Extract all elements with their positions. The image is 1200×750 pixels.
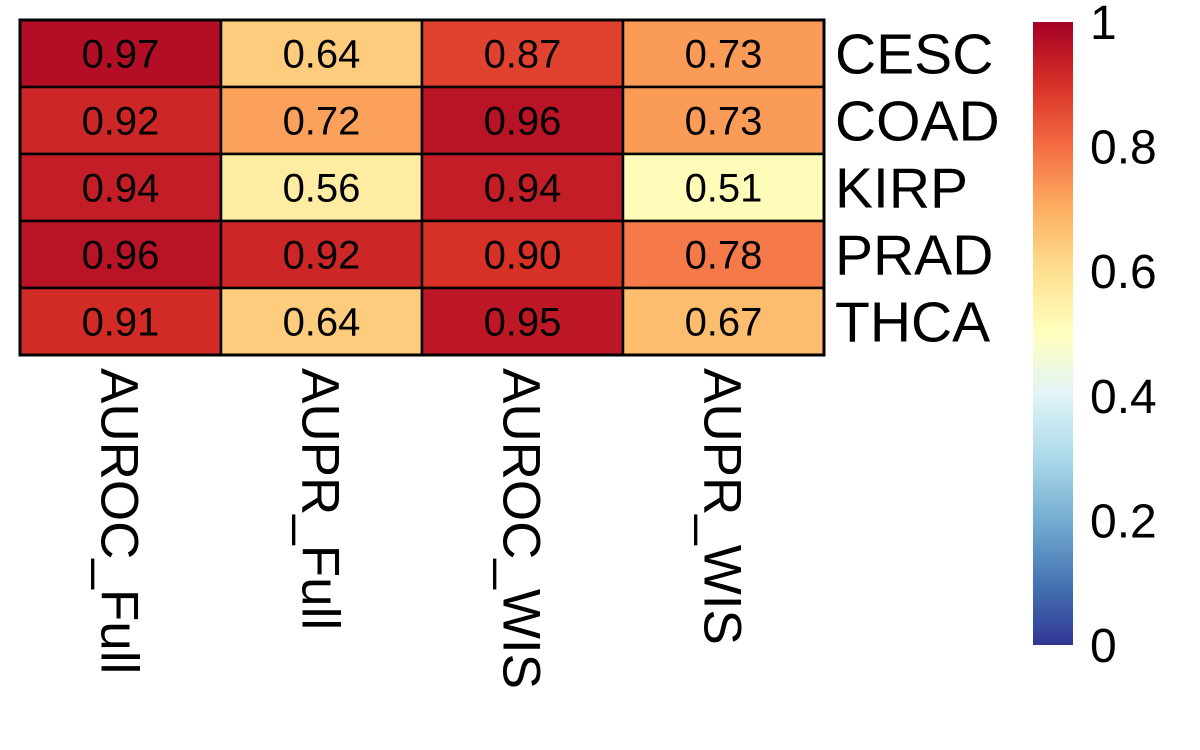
cell-value-label: 0.91 [82, 301, 160, 345]
cell-value-label: 0.90 [484, 234, 562, 278]
cell-value-label: 0.96 [82, 234, 160, 278]
cell-value-label: 0.92 [283, 234, 361, 278]
row-label: COAD [835, 90, 1000, 154]
column-labels: AUROC_Full AUPR_Full AUROC_WIS AUPR_WIS [90, 368, 752, 689]
column-label: AUROC_Full [90, 368, 149, 674]
heatmap-cell [621, 286, 826, 357]
heatmap-cell [621, 219, 826, 290]
heatmap-cell [219, 219, 424, 290]
cell-value-label: 0.73 [685, 33, 763, 77]
cell-value-label: 0.96 [484, 100, 562, 144]
cell-value-label: 0.64 [283, 301, 361, 345]
heatmap-cell [219, 18, 424, 89]
color-scale-tick-label: 0 [1090, 620, 1117, 673]
cell-value-label: 0.94 [82, 167, 160, 211]
heatmap-cell [420, 286, 625, 357]
heatmap-cell [621, 152, 826, 223]
row-label: PRAD [835, 224, 993, 288]
row-label: THCA [835, 291, 990, 355]
cell-value-label: 0.72 [283, 100, 361, 144]
color-scale-tick-label: 0.6 [1090, 246, 1157, 299]
color-scale-bar [1033, 22, 1073, 645]
heatmap-cell [219, 85, 424, 156]
color-scale-tick-label: 0.4 [1090, 371, 1157, 424]
cell-value-label: 0.64 [283, 33, 361, 77]
cell-value-label: 0.56 [283, 167, 361, 211]
cell-value-label: 0.51 [685, 167, 763, 211]
heatmap-cell [219, 286, 424, 357]
cell-value-label: 0.97 [82, 33, 160, 77]
color-scale-tick-label: 1 [1090, 0, 1117, 50]
cell-value-label: 0.92 [82, 100, 160, 144]
cell-value-label: 0.87 [484, 33, 562, 77]
heatmap-border [18, 18, 826, 357]
heatmap-cell [621, 85, 826, 156]
cell-value-label: 0.73 [685, 100, 763, 144]
heatmap-cell [219, 152, 424, 223]
column-label: AUPR_WIS [693, 368, 752, 645]
cell-value-label: 0.67 [685, 301, 763, 345]
row-label: CESC [835, 23, 993, 87]
heatmap-cells [18, 18, 826, 357]
column-label: AUPR_Full [291, 368, 350, 630]
cell-value-label: 0.94 [484, 167, 562, 211]
row-label: KIRP [835, 157, 968, 221]
cell-value-label: 0.95 [484, 301, 562, 345]
color-scale-tick-label: 0.8 [1090, 122, 1157, 175]
cell-value-label: 0.78 [685, 234, 763, 278]
heatmap-cell-values: 0.97 0.64 0.87 0.73 0.92 0.72 0.96 0.73 0.94 0.56… [82, 33, 763, 345]
color-scale-tick-label: 0.2 [1090, 495, 1157, 548]
column-label: AUROC_WIS [492, 368, 551, 689]
color-scale-legend: 0 0.2 0.4 0.6 0.8 1 [1033, 0, 1157, 673]
